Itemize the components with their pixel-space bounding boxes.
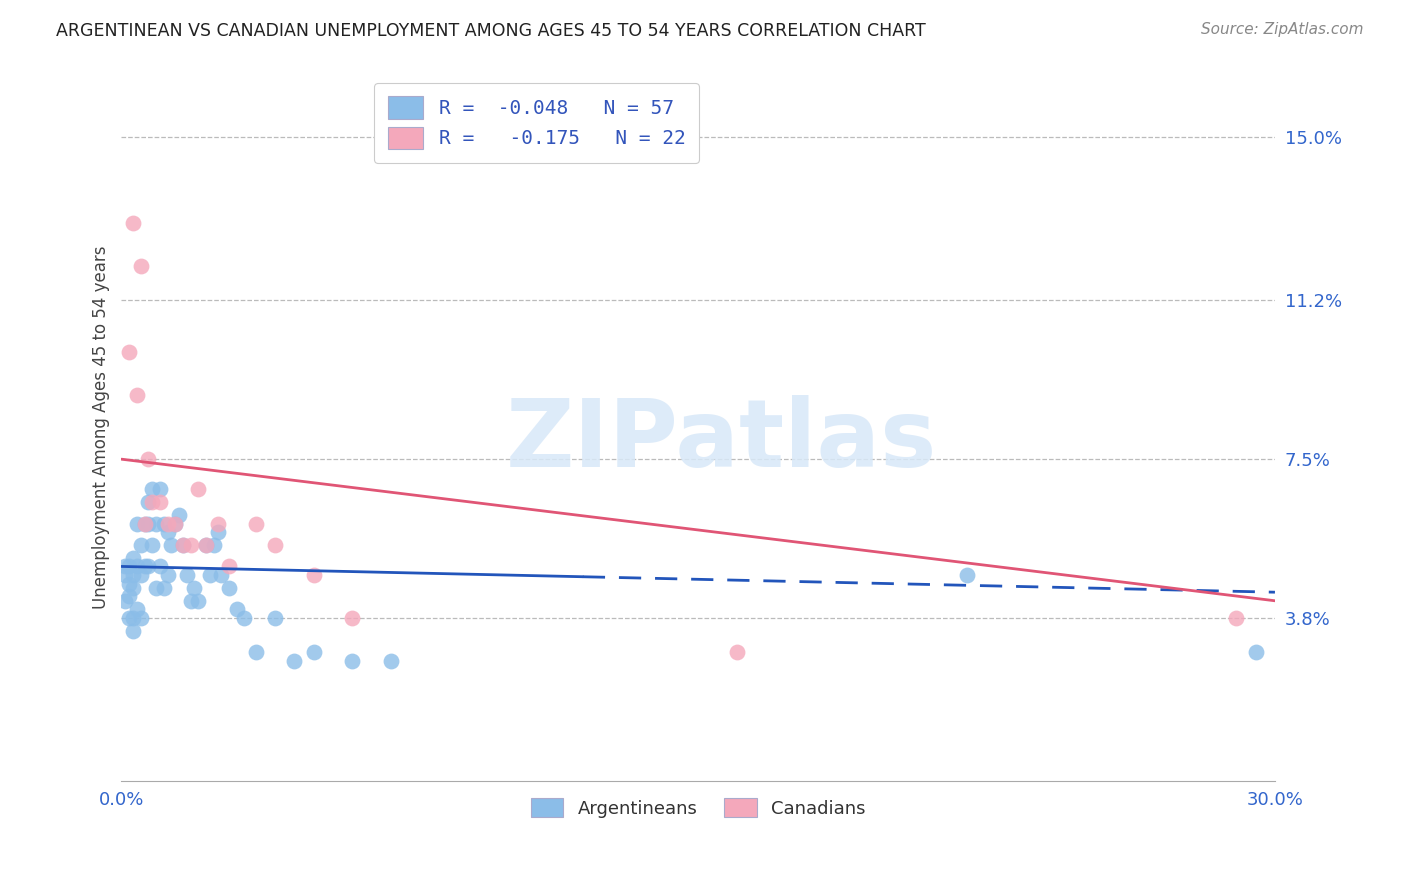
Point <box>956 568 979 582</box>
Point <box>245 645 267 659</box>
Point <box>340 611 363 625</box>
Text: ARGENTINEAN VS CANADIAN UNEMPLOYMENT AMONG AGES 45 TO 54 YEARS CORRELATION CHART: ARGENTINEAN VS CANADIAN UNEMPLOYMENT AMO… <box>56 22 927 40</box>
Point <box>125 516 148 531</box>
Point <box>1225 611 1247 625</box>
Point <box>134 516 156 531</box>
Point <box>218 559 240 574</box>
Point <box>134 559 156 574</box>
Point <box>195 538 218 552</box>
Point <box>118 559 141 574</box>
Point <box>183 581 205 595</box>
Point <box>152 516 174 531</box>
Point <box>118 576 141 591</box>
Point <box>283 654 305 668</box>
Point <box>198 568 221 582</box>
Point <box>129 259 152 273</box>
Point <box>129 538 152 552</box>
Point <box>145 581 167 595</box>
Point <box>149 559 172 574</box>
Point <box>167 508 190 522</box>
Point <box>138 559 160 574</box>
Point <box>302 568 325 582</box>
Point <box>209 568 232 582</box>
Point <box>218 581 240 595</box>
Text: ZIPatlas: ZIPatlas <box>506 395 936 487</box>
Point <box>114 594 136 608</box>
Point <box>172 538 194 552</box>
Text: Source: ZipAtlas.com: Source: ZipAtlas.com <box>1201 22 1364 37</box>
Point <box>233 611 256 625</box>
Point <box>302 645 325 659</box>
Point <box>134 516 156 531</box>
Point <box>340 654 363 668</box>
Point <box>138 495 160 509</box>
Point <box>207 525 229 540</box>
Point <box>129 568 152 582</box>
Point <box>380 654 402 668</box>
Point <box>122 624 145 638</box>
Point <box>245 516 267 531</box>
Legend: Argentineans, Canadians: Argentineans, Canadians <box>523 791 873 825</box>
Point <box>138 516 160 531</box>
Point <box>176 568 198 582</box>
Point <box>141 538 163 552</box>
Point <box>138 452 160 467</box>
Point <box>725 645 748 659</box>
Point <box>195 538 218 552</box>
Point <box>180 538 202 552</box>
Point <box>141 482 163 496</box>
Point <box>187 594 209 608</box>
Point <box>156 516 179 531</box>
Point <box>180 594 202 608</box>
Point <box>165 516 187 531</box>
Point <box>165 516 187 531</box>
Point <box>160 538 183 552</box>
Point <box>118 611 141 625</box>
Point <box>149 495 172 509</box>
Point <box>145 516 167 531</box>
Point <box>118 345 141 359</box>
Y-axis label: Unemployment Among Ages 45 to 54 years: Unemployment Among Ages 45 to 54 years <box>93 245 110 608</box>
Point <box>1244 645 1267 659</box>
Point <box>114 559 136 574</box>
Point <box>125 559 148 574</box>
Point <box>172 538 194 552</box>
Point <box>122 550 145 565</box>
Point <box>122 568 145 582</box>
Point <box>114 568 136 582</box>
Point <box>264 611 287 625</box>
Point <box>187 482 209 496</box>
Point <box>207 516 229 531</box>
Point <box>156 568 179 582</box>
Point <box>118 590 141 604</box>
Point <box>264 538 287 552</box>
Point <box>141 495 163 509</box>
Point <box>125 388 148 402</box>
Point <box>149 482 172 496</box>
Point <box>152 581 174 595</box>
Point <box>129 611 152 625</box>
Point <box>225 602 247 616</box>
Point <box>156 525 179 540</box>
Point <box>202 538 225 552</box>
Point <box>125 602 148 616</box>
Point <box>122 611 145 625</box>
Point <box>122 581 145 595</box>
Point <box>122 216 145 230</box>
